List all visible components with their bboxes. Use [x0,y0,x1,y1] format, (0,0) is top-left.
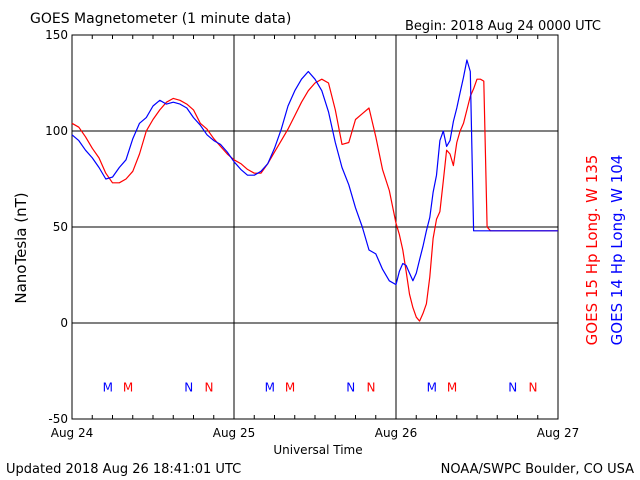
midnight-marker: M [285,380,295,394]
noon-marker: N [508,380,517,394]
y-tick-label: -50 [48,412,68,426]
x-tick-label: Aug 27 [537,426,580,440]
y-axis-label: NanoTesla (nT) [12,192,30,303]
x-axis-label: Universal Time [273,443,362,457]
grid-lines [72,35,558,419]
chart-title: GOES Magnetometer (1 minute data) [30,11,291,27]
noon-marker: N [367,380,376,394]
series-goes14-line [71,59,558,286]
noon-marker: N [529,380,538,394]
begin-time: Begin: 2018 Aug 24 0000 UTC [405,19,601,34]
y-tick-label: 50 [53,220,68,234]
midnight-marker: M [447,380,457,394]
y-tick-label: 150 [45,28,68,42]
updated-time: Updated 2018 Aug 26 18:41:01 UTC [6,462,241,477]
midnight-marker: M [265,380,275,394]
noon-marker: N [184,380,193,394]
midnight-marker: M [427,380,437,394]
x-tick-label: Aug 24 [51,426,94,440]
y-axis-ticks: -50 0 50 100 150 [45,28,558,426]
y-tick-label: 100 [45,124,68,138]
x-axis-ticks: Aug 24 Aug 25 Aug 26 Aug 27 [51,35,580,440]
midnight-marker: M [103,380,113,394]
x-tick-label: Aug 25 [213,426,256,440]
legend-goes14: GOES 14 Hp Long. W 104 [608,155,626,346]
midnight-marker: M [123,380,133,394]
legend-goes15: GOES 15 Hp Long. W 135 [583,155,601,346]
data-source: NOAA/SWPC Boulder, CO USA [441,462,634,477]
series-layer [71,59,558,322]
noon-marker: N [346,380,355,394]
noon-marker: N [205,380,214,394]
x-tick-label: Aug 26 [375,426,418,440]
y-tick-label: 0 [60,316,68,330]
